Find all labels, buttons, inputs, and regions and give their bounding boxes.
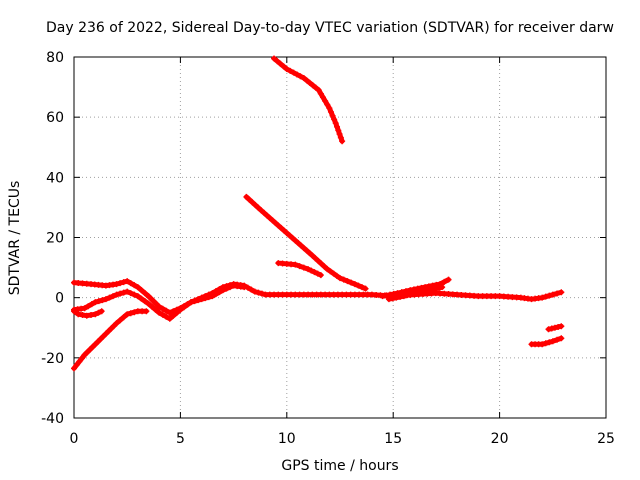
series-line [71, 308, 149, 371]
chart-title: Day 236 of 2022, Sidereal Day-to-day VTE… [46, 20, 614, 36]
x-tick-label: 25 [597, 431, 615, 447]
series-track-3 [275, 260, 324, 279]
y-tick-label: -40 [41, 411, 64, 427]
grid [74, 57, 606, 418]
y-axis-title: SDTVAR / TECUs [7, 181, 23, 296]
series-markers [71, 308, 105, 319]
x-axis-title: GPS time / hours [281, 458, 398, 474]
y-tick-label: 20 [46, 231, 64, 247]
series-markers [243, 193, 369, 292]
series-track-6 [71, 308, 150, 372]
x-tick-label: 15 [384, 431, 402, 447]
series-line [271, 56, 345, 144]
axis-ticks: 0 5 10 15 20 25 -40 -20 0 20 40 60 80 [41, 50, 615, 447]
series-markers [385, 284, 446, 303]
series-markers [528, 335, 565, 348]
series-line [71, 278, 564, 316]
data-series [71, 55, 565, 372]
x-tick-label: 10 [278, 431, 296, 447]
series-track-8 [379, 276, 452, 300]
series-track-11 [545, 323, 565, 333]
series-track-9 [385, 284, 446, 303]
series-markers [71, 308, 150, 372]
series-track-1 [271, 55, 346, 145]
y-tick-label: 60 [46, 110, 64, 126]
series-markers [275, 260, 324, 279]
series-track-2 [243, 193, 369, 292]
y-tick-label: -20 [41, 351, 64, 367]
series-markers [379, 276, 452, 300]
series-markers [545, 323, 565, 333]
series-track-7 [71, 308, 105, 319]
y-tick-label: 40 [46, 170, 64, 186]
x-tick-label: 5 [176, 431, 185, 447]
series-markers [271, 55, 346, 145]
x-tick-label: 20 [491, 431, 509, 447]
x-tick-label: 0 [70, 431, 79, 447]
y-tick-label: 80 [46, 50, 64, 66]
series-track-10 [528, 335, 565, 348]
y-tick-label: 0 [55, 291, 64, 307]
